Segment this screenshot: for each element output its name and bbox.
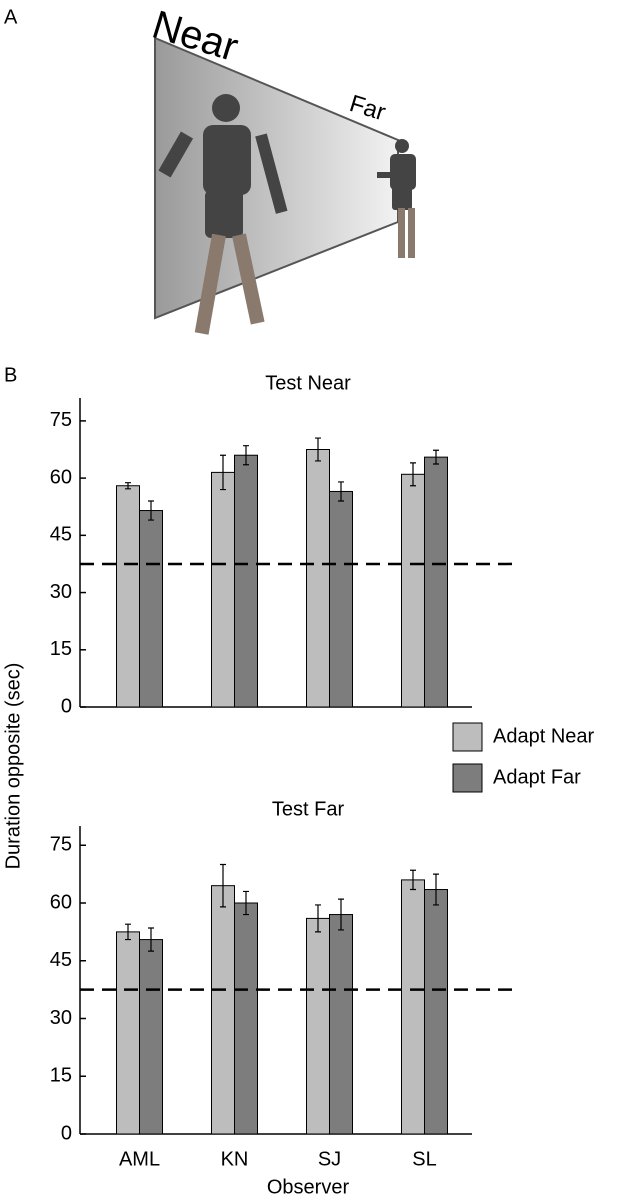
y-tick-label: 15 [50, 638, 72, 660]
y-tick-label: 45 [50, 524, 72, 546]
legend-label: Adapt Far [493, 766, 581, 788]
x-tick-label: SJ [318, 1148, 341, 1170]
legend-swatch [452, 722, 483, 752]
error-bar [148, 927, 154, 952]
legend-swatch [452, 763, 483, 793]
y-axis-label: Duration opposite (sec) [2, 663, 24, 870]
panel-label: B [4, 364, 17, 386]
bar [116, 485, 140, 708]
bar [139, 939, 163, 1135]
bar [401, 473, 425, 708]
bar [139, 510, 163, 708]
error-bar [315, 904, 321, 933]
bar [329, 914, 353, 1135]
bar [234, 902, 258, 1135]
bar [211, 471, 235, 708]
error-bar [243, 445, 249, 466]
error-bar [243, 890, 249, 916]
y-tick-label: 75 [50, 834, 72, 856]
x-axis-label: Observer [267, 1176, 350, 1198]
error-bar [220, 454, 226, 491]
error-bar [410, 869, 416, 891]
bar [424, 456, 448, 708]
y-tick-label: 0 [61, 695, 72, 717]
bar [329, 490, 353, 708]
x-tick-label: KN [221, 1148, 249, 1170]
x-tick-label: SL [412, 1148, 436, 1170]
y-tick-label: 75 [50, 409, 72, 431]
chart-title: Test Near [265, 372, 351, 394]
y-tick-label: 45 [50, 949, 72, 971]
panel-label: A [4, 6, 18, 28]
x-tick-label: AML [119, 1148, 160, 1170]
error-bar [315, 437, 321, 462]
error-bar [220, 863, 226, 908]
y-tick-label: 60 [50, 466, 72, 488]
bar [424, 889, 448, 1135]
error-bar [338, 481, 344, 502]
error-bar [338, 898, 344, 931]
walker-near [158, 94, 288, 335]
chart-title: Test Far [272, 798, 345, 820]
error-bar [148, 500, 154, 521]
walker-far [377, 139, 416, 258]
bar [234, 454, 258, 708]
error-bar [433, 449, 439, 465]
error-bar [410, 462, 416, 487]
bar [116, 931, 140, 1135]
error-bar [433, 873, 439, 906]
bar [306, 449, 330, 708]
y-tick-label: 15 [50, 1065, 72, 1087]
bar [401, 879, 425, 1135]
bar [211, 885, 235, 1135]
y-tick-label: 30 [50, 1007, 72, 1029]
y-tick-label: 60 [50, 891, 72, 913]
y-tick-label: 0 [61, 1122, 72, 1144]
y-tick-label: 30 [50, 581, 72, 603]
bar [306, 917, 330, 1135]
error-bar [125, 923, 131, 941]
legend-label: Adapt Near [493, 725, 595, 747]
error-bar [125, 482, 131, 490]
